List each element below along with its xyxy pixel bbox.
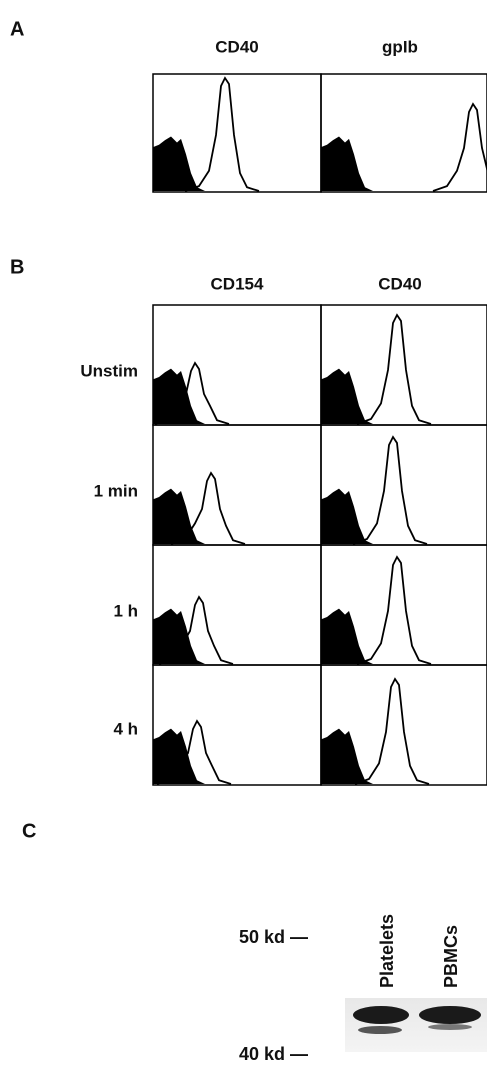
filled-histogram [321,369,373,424]
column-title: gpIb [382,37,418,56]
column-title: CD154 [211,274,264,293]
outline-histogram [353,437,427,544]
panel-label: B [10,256,24,278]
filled-histogram [153,369,205,424]
histogram [321,679,429,784]
blot-band [428,1024,472,1030]
column-title: CD40 [215,37,258,56]
filled-histogram [321,729,373,784]
row-label: Unstim [80,361,138,380]
histogram [153,363,229,424]
histogram [321,557,431,664]
blot-band [358,1026,402,1034]
size-marker: 50 kd — [239,927,308,947]
blot-band [419,1006,481,1024]
size-marker: 40 kd — [239,1044,308,1064]
filled-histogram [153,609,205,664]
filled-histogram [321,137,373,191]
row-label: 1 min [94,481,138,500]
filled-histogram [153,137,205,191]
histogram [153,597,233,664]
outline-histogram [357,557,431,664]
histogram [321,315,431,424]
lane-label: Platelets [377,914,397,988]
blot-band [353,1006,409,1024]
histogram [153,721,231,784]
outline-histogram [355,679,429,784]
histogram [153,473,245,544]
filled-histogram [321,609,373,664]
filled-histogram [153,729,205,784]
histogram [321,437,427,544]
histogram [321,104,487,191]
lane-label: PBMCs [441,925,461,988]
row-label: 1 h [113,601,138,620]
figure: A CD40 gpIb B CD154 CD40 Unstim 1 min 1 … [0,0,487,1074]
histogram [153,78,259,191]
filled-histogram [153,489,205,544]
filled-histogram [321,489,373,544]
panel-label: A [10,18,24,40]
panel-label: C [22,820,36,842]
outline-histogram [357,315,431,424]
outline-histogram [185,78,259,191]
column-title: CD40 [378,274,421,293]
row-label: 4 h [113,719,138,738]
outline-histogram [433,104,487,191]
